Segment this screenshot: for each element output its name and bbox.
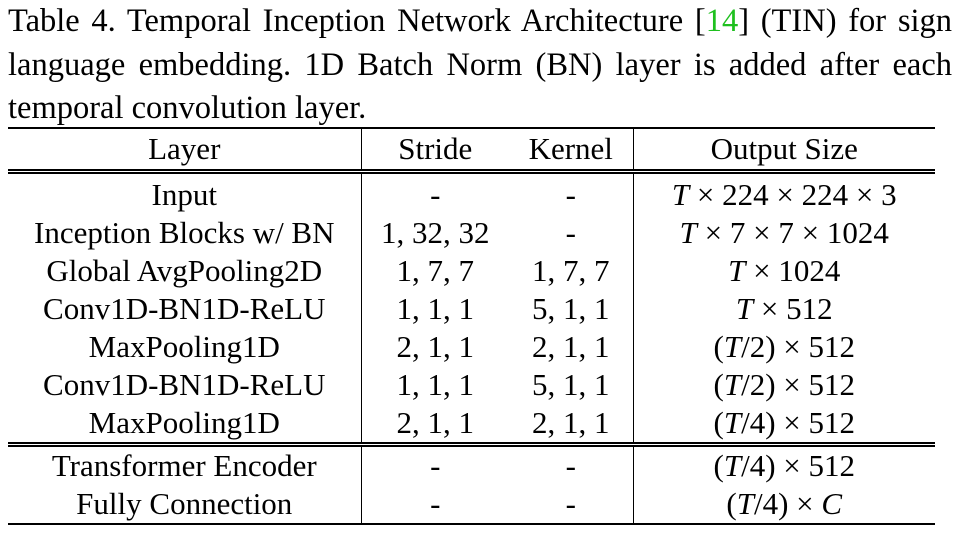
cell-layer: Conv1D-BN1D-ReLU (8, 366, 362, 404)
cell-output-size: T × 1024 (728, 253, 841, 288)
cell-output-size: (T/2) × 512 (713, 329, 855, 364)
cell-output-size: T × 224 × 224 × 3 (633, 169, 935, 214)
cell-output-size: T × 7 × 7 × 1024 (679, 215, 889, 250)
table-row: Fully Connection - - (T/4) × C (8, 485, 935, 525)
cell-layer: Input (8, 169, 362, 214)
table-row: Transformer Encoder - - (T/4) × 512 (8, 442, 935, 485)
cell-layer: MaxPooling1D (8, 404, 362, 445)
cell-kernel: 1, 7, 7 (509, 252, 634, 290)
cell-stride: - (361, 169, 509, 214)
table-row: Global AvgPooling2D 1, 7, 7 1, 7, 7 T × 102… (8, 252, 935, 290)
cell-stride: 1, 7, 7 (396, 253, 475, 288)
cell-stride: 1, 1, 1 (396, 367, 475, 402)
cell-kernel: - (509, 442, 634, 485)
cell-kernel: - (509, 169, 634, 214)
cell-output-size: (T/4) × 512 (713, 405, 855, 440)
table-row: MaxPooling1D 2, 1, 1 2, 1, 1 (T/4) × 512 (8, 404, 935, 445)
cell-layer: Conv1D-BN1D-ReLU (8, 290, 362, 328)
cell-kernel: - (509, 214, 634, 252)
caption-prefix: Table 4. Temporal Inception Network Arch… (8, 3, 706, 39)
header-kernel: Kernel (509, 127, 634, 172)
cell-layer: Global AvgPooling2D (8, 252, 362, 290)
cell-stride: - (361, 485, 509, 525)
header-output-size: Output Size (633, 127, 935, 172)
cell-stride: 2, 1, 1 (396, 329, 475, 364)
table-row: Input - - T × 224 × 224 × 3 (8, 169, 935, 214)
cell-output-size: (T/4) × 512 (633, 442, 935, 485)
cell-layer: Transformer Encoder (8, 442, 362, 485)
table-row: MaxPooling1D 2, 1, 1 2, 1, 1 (T/2) × 512 (8, 328, 935, 366)
cell-kernel: - (509, 485, 634, 525)
cell-kernel: 5, 1, 1 (509, 290, 634, 328)
cell-stride: 1, 1, 1 (396, 291, 475, 326)
table-body: Input - - T × 224 × 224 × 3 Inception Blocks… (8, 169, 935, 525)
header-stride: Stride (361, 127, 509, 172)
cell-layer: Inception Blocks w/ BN (8, 214, 362, 252)
cell-kernel: 5, 1, 1 (509, 366, 634, 404)
table-row: Conv1D-BN1D-ReLU 1, 1, 1 5, 1, 1 T × 512 (8, 290, 935, 328)
cell-kernel: 2, 1, 1 (509, 404, 634, 445)
table-row: Inception Blocks w/ BN 1, 32, 32- T × 7 × … (8, 214, 935, 252)
cell-layer: Fully Connection (8, 485, 362, 525)
header-layer: Layer (8, 127, 362, 172)
cell-stride: - (361, 442, 509, 485)
table-row: Conv1D-BN1D-ReLU 1, 1, 1 5, 1, 1 (T/2) × 51… (8, 366, 935, 404)
cell-stride: 1, 32, 32 (381, 215, 490, 250)
cell-output-size: (T/4) × C (633, 485, 935, 525)
header-row: Layer Stride Kernel Output Size (8, 127, 935, 172)
cell-layer: MaxPooling1D (8, 328, 362, 366)
architecture-table: Layer Stride Kernel Output Size Input - - T… (8, 127, 935, 525)
table-caption: Table 4. Temporal Inception Network Arch… (8, 0, 952, 131)
caption-suffix: ] (TIN) for sign language embedding. 1D … (8, 3, 953, 126)
cell-output-size: (T/2) × 512 (713, 367, 855, 402)
citation-link[interactable]: 14 (705, 3, 739, 39)
architecture-table-container: Layer Stride Kernel Output Size Input - - T… (8, 127, 935, 525)
cell-kernel: 2, 1, 1 (509, 328, 634, 366)
cell-output-size: T × 512 (735, 291, 833, 326)
cell-stride: 2, 1, 1 (396, 405, 475, 440)
